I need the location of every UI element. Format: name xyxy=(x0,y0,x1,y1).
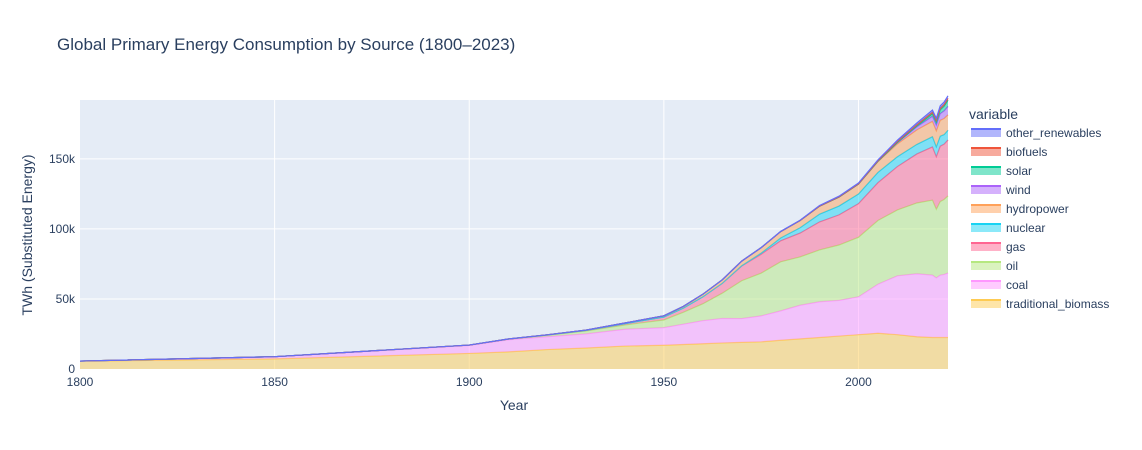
legend-item-gas[interactable]: gas xyxy=(971,240,1025,254)
legend-label: hydropower xyxy=(1006,202,1069,216)
y-axis-title: TWh (Substituted Energy) xyxy=(19,154,35,315)
legend-item-nuclear[interactable]: nuclear xyxy=(971,221,1045,235)
legend-swatch xyxy=(971,148,1001,156)
x-tick-label: 1900 xyxy=(456,375,483,389)
x-axis-title: Year xyxy=(500,397,529,413)
legend-label: coal xyxy=(1006,278,1028,292)
legend-title: variable xyxy=(969,106,1018,122)
area-gas xyxy=(80,139,948,362)
legend-item-coal[interactable]: coal xyxy=(971,278,1028,292)
x-axis-ticks: 1800 1850 1900 1950 2000 xyxy=(67,375,872,389)
legend-label: gas xyxy=(1006,240,1025,254)
legend-label: biofuels xyxy=(1006,145,1047,159)
legend-item-oil[interactable]: oil xyxy=(971,259,1018,273)
legend-label: solar xyxy=(1006,164,1032,178)
area-coal xyxy=(80,273,948,362)
y-axis-ticks: 0 50k 100k 150k xyxy=(49,152,76,376)
legend: variable other_renewables biofuels solar wi… xyxy=(969,106,1109,311)
x-tick-label: 1950 xyxy=(651,375,678,389)
legend-item-traditional-biomass[interactable]: traditional_biomass xyxy=(971,297,1109,311)
legend-item-biofuels[interactable]: biofuels xyxy=(971,145,1047,159)
y-tick-label: 100k xyxy=(49,222,76,236)
stacked-areas xyxy=(79,95,949,369)
legend-swatch xyxy=(971,300,1001,308)
x-tick-label: 1800 xyxy=(67,375,94,389)
legend-item-solar[interactable]: solar xyxy=(971,164,1032,178)
area-oil xyxy=(80,195,948,362)
x-tick-label: 2000 xyxy=(845,375,872,389)
legend-item-other-renewables[interactable]: other_renewables xyxy=(971,126,1101,140)
legend-swatch xyxy=(971,281,1001,289)
legend-swatch xyxy=(971,186,1001,194)
legend-label: oil xyxy=(1006,259,1018,273)
chart-title: Global Primary Energy Consumption by Sou… xyxy=(57,35,515,54)
legend-label: nuclear xyxy=(1006,221,1045,235)
legend-item-wind[interactable]: wind xyxy=(971,183,1031,197)
y-tick-label: 150k xyxy=(49,152,76,166)
line-other-renewables xyxy=(79,95,949,362)
legend-swatch xyxy=(971,205,1001,213)
legend-swatch xyxy=(971,262,1001,270)
legend-label: wind xyxy=(1005,183,1031,197)
legend-item-hydropower[interactable]: hydropower xyxy=(971,202,1069,216)
x-tick-label: 1850 xyxy=(261,375,288,389)
legend-swatch xyxy=(971,167,1001,175)
legend-label: traditional_biomass xyxy=(1006,297,1109,311)
legend-swatch xyxy=(971,129,1001,137)
legend-label: other_renewables xyxy=(1006,126,1101,140)
area-traditional-biomass xyxy=(80,333,948,369)
y-tick-label: 0 xyxy=(68,362,75,376)
legend-swatch xyxy=(971,224,1001,232)
y-tick-label: 50k xyxy=(56,292,76,306)
legend-swatch xyxy=(971,243,1001,251)
area-hydropower xyxy=(80,114,948,362)
